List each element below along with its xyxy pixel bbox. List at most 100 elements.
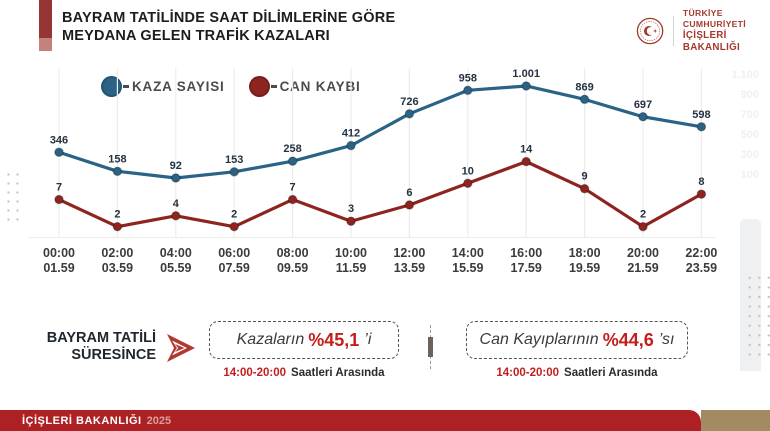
svg-text:1.100: 1.100 xyxy=(731,69,759,81)
svg-text:21.59: 21.59 xyxy=(627,261,658,275)
accidents-summary-percent: %45,1 xyxy=(308,329,360,350)
legend-item-kaza-sayisi: KAZA SAYISI xyxy=(101,76,225,97)
svg-text:700: 700 xyxy=(741,109,759,121)
svg-text:12:00: 12:00 xyxy=(393,246,425,260)
casualties-summary-prefix: Can Kayıplarının xyxy=(479,331,599,348)
svg-text:18:00: 18:00 xyxy=(569,246,601,260)
svg-text:22:00: 22:00 xyxy=(685,246,717,260)
logo-divider xyxy=(673,16,674,46)
footer-year: 2025 xyxy=(146,414,172,427)
svg-text:2: 2 xyxy=(114,209,120,221)
casualties-timeframe-text: Saatleri Arasında xyxy=(564,367,658,379)
footer-ministry-label: İÇİŞLERİ BAKANLIĞI xyxy=(22,414,142,427)
footer-tan-block xyxy=(701,410,770,431)
svg-text:500: 500 xyxy=(741,129,759,141)
svg-text:158: 158 xyxy=(108,153,126,165)
legend-label: KAZA SAYISI xyxy=(132,79,225,94)
svg-text:10: 10 xyxy=(462,165,474,177)
svg-text:92: 92 xyxy=(170,160,182,172)
svg-text:2: 2 xyxy=(231,209,237,221)
accidents-timeframe-text: Saatleri Arasında xyxy=(291,367,385,379)
svg-text:598: 598 xyxy=(692,109,710,121)
accidents-summary-timeframe: 14:00-20:00 Saatleri Arasında xyxy=(194,367,414,379)
footer-bar: İÇİŞLERİ BAKANLIĞI 2025 xyxy=(0,410,701,431)
svg-text:01.59: 01.59 xyxy=(43,261,74,275)
svg-text:4: 4 xyxy=(173,198,180,210)
svg-text:697: 697 xyxy=(634,99,652,111)
svg-text:258: 258 xyxy=(283,143,301,155)
svg-text:09.59: 09.59 xyxy=(277,261,308,275)
svg-text:7: 7 xyxy=(290,182,296,194)
accidents-summary-prefix: Kazaların xyxy=(236,331,305,348)
page-title-line-2: MEYDANA GELEN TRAFİK KAZALARI xyxy=(62,28,330,44)
summary-divider xyxy=(428,325,433,369)
legend-label: CAN KAYBI xyxy=(279,79,361,94)
page-title: BAYRAM TATİLİNDE SAAT DİLİMLERİNE GÖRE M… xyxy=(62,9,395,45)
chart-legend: KAZA SAYISI CAN KAYBI xyxy=(101,76,361,97)
blue-series-marker-icon xyxy=(101,76,122,97)
svg-text:726: 726 xyxy=(400,96,418,108)
legend-item-can-kaybi: CAN KAYBI xyxy=(248,76,361,97)
ministry-name: TÜRKİYE CUMHURİYETİ İÇİŞLERİ BAKANLIĞI xyxy=(683,8,770,54)
dot-grid-decoration-left xyxy=(4,170,21,223)
svg-text:07.59: 07.59 xyxy=(219,261,250,275)
svg-text:20:00: 20:00 xyxy=(627,246,659,260)
page-title-line-1: BAYRAM TATİLİNDE SAAT DİLİMLERİNE GÖRE xyxy=(62,10,396,26)
svg-text:2: 2 xyxy=(640,209,646,221)
svg-text:03.59: 03.59 xyxy=(102,261,133,275)
svg-text:3: 3 xyxy=(348,203,354,215)
svg-text:13.59: 13.59 xyxy=(394,261,425,275)
ministry-name-line-2: İÇİŞLERİ BAKANLIĞI xyxy=(682,30,741,53)
svg-text:14: 14 xyxy=(520,144,533,156)
ministry-name-line-1: TÜRKİYE CUMHURİYETİ xyxy=(682,8,746,29)
svg-text:869: 869 xyxy=(575,81,593,93)
svg-text:412: 412 xyxy=(342,128,360,140)
legend-dash xyxy=(270,85,277,88)
period-label-line-1: BAYRAM TATİLİ xyxy=(46,330,156,346)
svg-text:02:00: 02:00 xyxy=(101,246,133,260)
casualties-summary-suffix: ’sı xyxy=(658,331,675,348)
svg-text:900: 900 xyxy=(741,89,759,101)
svg-text:16:00: 16:00 xyxy=(510,246,542,260)
svg-text:14:00: 14:00 xyxy=(452,246,484,260)
svg-text:04:00: 04:00 xyxy=(160,246,192,260)
svg-text:7: 7 xyxy=(56,182,62,194)
svg-text:8: 8 xyxy=(698,176,704,188)
svg-text:06:00: 06:00 xyxy=(218,246,250,260)
svg-text:100: 100 xyxy=(741,169,759,181)
ministry-logo: TÜRKİYE CUMHURİYETİ İÇİŞLERİ BAKANLIĞI xyxy=(636,8,770,54)
accidents-summary-suffix: ’i xyxy=(364,331,372,348)
casualties-summary-timeframe: 14:00-20:00 Saatleri Arasında xyxy=(464,367,690,379)
casualties-summary-percent: %44,6 xyxy=(602,329,654,350)
svg-text:153: 153 xyxy=(225,154,243,166)
period-label: BAYRAM TATİLİ SÜRESİNCE xyxy=(28,330,156,363)
red-series-marker-icon xyxy=(248,76,270,97)
svg-text:23.59: 23.59 xyxy=(686,261,717,275)
svg-text:11.59: 11.59 xyxy=(336,261,367,275)
legend-dash xyxy=(123,85,129,88)
svg-text:1.001: 1.001 xyxy=(512,68,540,80)
title-accent-square xyxy=(39,38,52,51)
svg-text:00:00: 00:00 xyxy=(43,246,75,260)
dot-grid-decoration-right xyxy=(745,273,770,359)
svg-text:15.59: 15.59 xyxy=(452,261,483,275)
svg-text:346: 346 xyxy=(50,134,68,146)
svg-text:300: 300 xyxy=(741,149,759,161)
svg-text:958: 958 xyxy=(459,72,477,84)
svg-text:08:00: 08:00 xyxy=(277,246,309,260)
svg-text:6: 6 xyxy=(406,187,412,199)
svg-text:9: 9 xyxy=(582,171,588,183)
svg-text:19.59: 19.59 xyxy=(569,261,600,275)
accidents-summary-box: Kazaların %45,1 ’i xyxy=(209,321,399,359)
ministry-emblem-icon xyxy=(636,17,664,45)
casualties-summary-box: Can Kayıplarının %44,6 ’sı xyxy=(466,321,688,359)
title-accent-bar xyxy=(39,0,52,38)
svg-text:05.59: 05.59 xyxy=(160,261,191,275)
accidents-timeframe-hours: 14:00-20:00 xyxy=(223,367,287,379)
svg-text:10:00: 10:00 xyxy=(335,246,367,260)
svg-text:17.59: 17.59 xyxy=(511,261,542,275)
period-label-line-2: SÜRESİNCE xyxy=(71,346,156,363)
arrow-right-icon xyxy=(167,334,195,362)
